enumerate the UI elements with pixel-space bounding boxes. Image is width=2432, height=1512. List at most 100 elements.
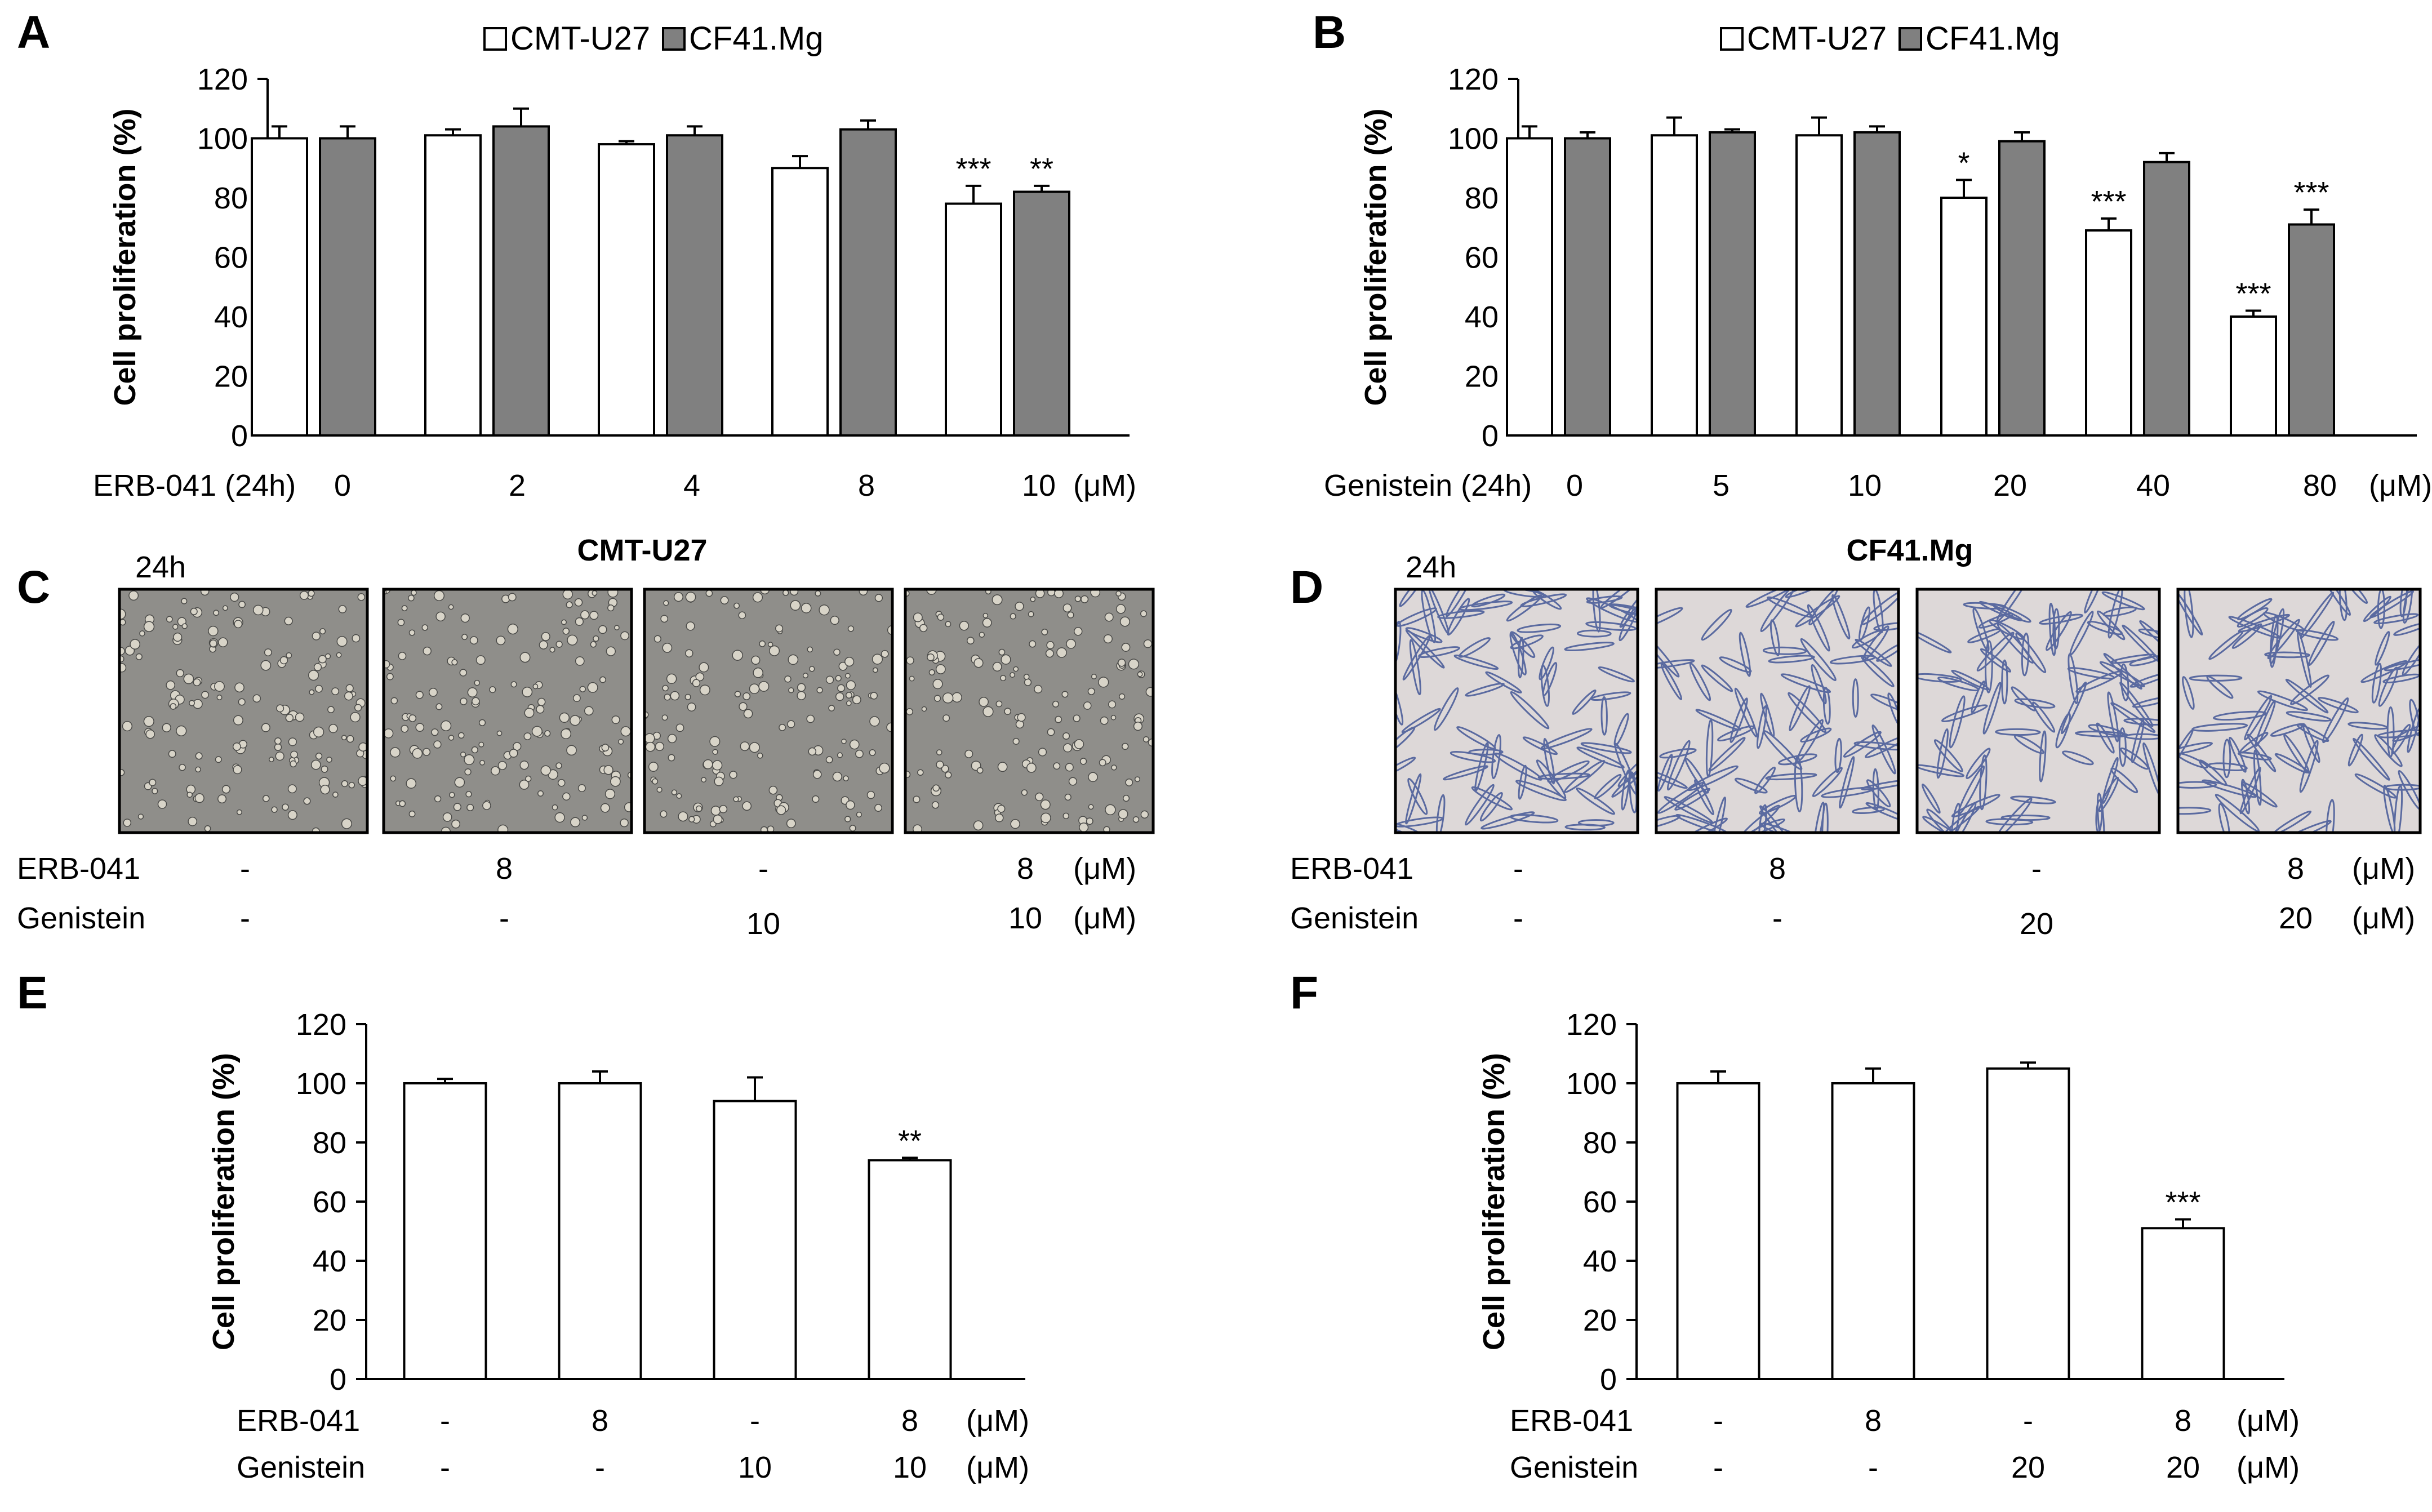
bar bbox=[1564, 137, 1611, 437]
cell-shape bbox=[1537, 772, 1590, 780]
cell-shape bbox=[825, 675, 834, 684]
cell-shape bbox=[874, 804, 882, 812]
y-tick-label: 20 bbox=[214, 360, 248, 394]
cell-shape bbox=[1564, 642, 1615, 652]
cell-shape bbox=[149, 779, 157, 786]
cell-shape bbox=[1087, 687, 1095, 695]
cell-shape bbox=[1128, 659, 1140, 670]
cell-shape bbox=[607, 589, 619, 598]
cell-shape bbox=[459, 669, 467, 677]
cell-shape bbox=[1506, 594, 1542, 622]
concentration-value: 8 bbox=[858, 469, 875, 502]
cell-shape bbox=[509, 749, 518, 758]
cell-shape bbox=[838, 661, 848, 671]
y-tick-label: 60 bbox=[313, 1185, 346, 1219]
cell-shape bbox=[598, 625, 607, 634]
cell-shape bbox=[1479, 791, 1503, 822]
cell-shape bbox=[1871, 724, 1896, 775]
cell-shape bbox=[928, 669, 935, 676]
cell-shape bbox=[1465, 682, 1505, 697]
cell-shape bbox=[788, 687, 794, 693]
cell-shape bbox=[1447, 598, 1470, 636]
cell-shape bbox=[1873, 622, 1899, 632]
cell-shape bbox=[201, 691, 210, 699]
cell-shape bbox=[200, 589, 210, 596]
cell-shape bbox=[519, 652, 531, 663]
cell-shape bbox=[1098, 677, 1109, 688]
cell-shape bbox=[1936, 728, 1949, 779]
panel-label: C bbox=[17, 562, 50, 613]
cell-shape bbox=[1756, 705, 1767, 749]
cell-shape bbox=[479, 759, 485, 766]
cell-shape bbox=[767, 642, 773, 647]
cell-shape bbox=[1134, 776, 1141, 782]
micrograph-image bbox=[644, 589, 892, 833]
condition-label: Genistein bbox=[17, 901, 145, 935]
cell-shape bbox=[1821, 802, 1829, 833]
cell-shape bbox=[801, 603, 812, 613]
cell-shape bbox=[469, 636, 478, 645]
unit-label: (μM) bbox=[2237, 1404, 2300, 1438]
cell-shape bbox=[855, 749, 864, 758]
cell-shape bbox=[1763, 730, 1803, 771]
treatment-value: - bbox=[595, 1451, 605, 1484]
cell-shape bbox=[1061, 691, 1069, 698]
y-tick-label: 100 bbox=[1566, 1067, 1617, 1101]
cell-shape bbox=[600, 803, 610, 813]
bar bbox=[1651, 134, 1698, 437]
treatment-value: 8 bbox=[1769, 852, 1786, 886]
cell-shape bbox=[434, 795, 442, 803]
cell-shape bbox=[1800, 638, 1837, 682]
cell-shape bbox=[448, 604, 454, 610]
legend-swatch bbox=[662, 27, 686, 51]
cell-shape bbox=[433, 740, 442, 749]
cell-shape bbox=[1590, 691, 1631, 701]
cell-shape bbox=[1656, 607, 1683, 630]
cell-shape bbox=[523, 732, 532, 740]
cell-shape bbox=[655, 741, 665, 751]
cell-shape bbox=[358, 776, 367, 786]
cell-shape bbox=[1062, 812, 1069, 820]
legend-swatch bbox=[1720, 27, 1744, 51]
cell-shape bbox=[2299, 740, 2319, 793]
cell-shape bbox=[2323, 589, 2351, 616]
cell-shape bbox=[286, 652, 292, 659]
cell-shape bbox=[313, 726, 324, 737]
bar bbox=[2230, 315, 2277, 437]
cell-shape bbox=[973, 658, 984, 668]
cell-shape bbox=[510, 681, 517, 688]
cell-shape bbox=[601, 744, 610, 751]
cell-shape bbox=[995, 813, 1004, 822]
cell-shape bbox=[1142, 736, 1149, 742]
y-tick-label: 0 bbox=[330, 1363, 346, 1397]
cell-shape bbox=[186, 791, 193, 798]
cell-shape bbox=[352, 634, 361, 643]
y-tick-label: 20 bbox=[313, 1304, 346, 1337]
treatment-value: - bbox=[758, 852, 768, 886]
cell-shape bbox=[837, 684, 845, 692]
bar bbox=[1676, 1082, 1760, 1380]
treatment-value: - bbox=[440, 1404, 450, 1438]
cell-shape bbox=[189, 700, 195, 706]
y-tick-label: 60 bbox=[1465, 241, 1499, 275]
cell-shape bbox=[833, 648, 841, 656]
cell-shape bbox=[2048, 602, 2056, 656]
y-tick-label: 40 bbox=[1465, 300, 1499, 334]
cell-shape bbox=[1108, 700, 1117, 709]
cell-shape bbox=[2110, 767, 2138, 794]
cell-shape bbox=[308, 670, 319, 681]
cell-shape bbox=[2046, 611, 2072, 651]
cell-shape bbox=[2102, 757, 2119, 804]
cell-shape bbox=[1030, 597, 1036, 602]
cell-shape bbox=[719, 804, 728, 813]
cell-shape bbox=[433, 590, 445, 601]
bar bbox=[492, 125, 550, 437]
cell-shape bbox=[952, 692, 962, 703]
cell-shape bbox=[1017, 713, 1026, 722]
cell-shape bbox=[143, 716, 154, 727]
cell-shape bbox=[143, 621, 155, 632]
cell-shape bbox=[1768, 655, 1815, 664]
micrograph-frame bbox=[643, 588, 894, 834]
cell-shape bbox=[401, 724, 409, 733]
cell-shape bbox=[2322, 697, 2349, 744]
